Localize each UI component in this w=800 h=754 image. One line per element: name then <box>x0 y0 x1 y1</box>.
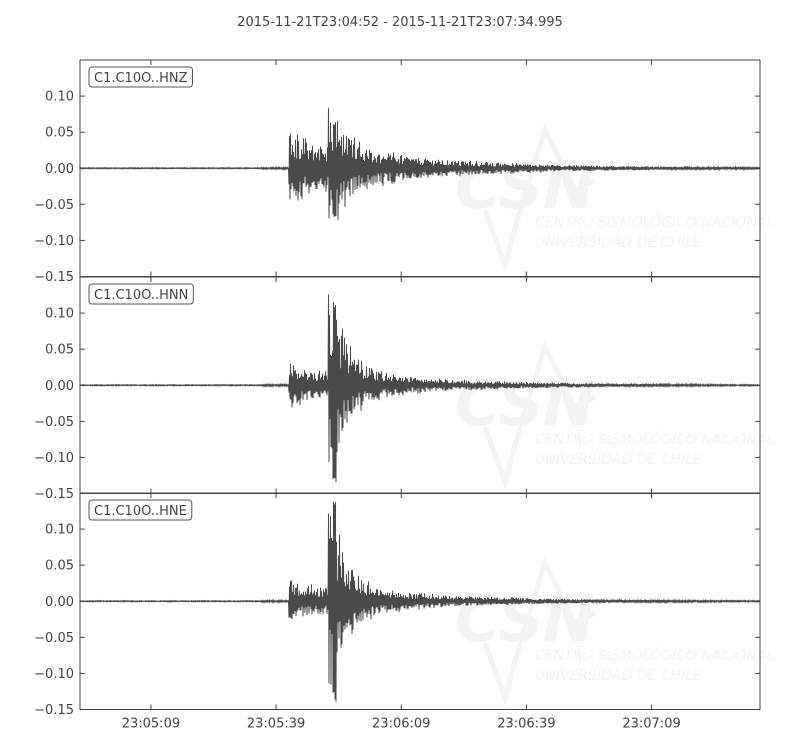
x-tick-label: 23:07:09 <box>622 717 680 732</box>
watermark-line1: CENTRO SISMOLÓGICO NACIONAL <box>535 213 774 231</box>
y-tick-label: 0.05 <box>45 343 74 358</box>
y-tick-label: −0.10 <box>34 667 74 682</box>
x-tick-label: 23:05:39 <box>247 717 305 732</box>
x-tick-label: 23:06:09 <box>372 717 430 732</box>
y-tick-label: 0.05 <box>45 126 74 141</box>
chart-title: 2015-11-21T23:04:52 - 2015-11-21T23:07:3… <box>237 15 563 30</box>
trace-label: C1.C10O..HNE <box>88 499 193 521</box>
y-tick-label: 0.05 <box>45 559 74 574</box>
trace-label: C1.C10O..HNZ <box>88 66 193 88</box>
trace-label: C1.C10O..HNN <box>88 283 194 305</box>
waveform-trace <box>79 108 761 220</box>
watermark-line2: UNIVERSIDAD DE CHILE <box>535 235 702 251</box>
y-tick-label: −0.10 <box>34 234 74 249</box>
x-tick-label: 23:06:39 <box>497 717 555 732</box>
y-tick-label: 0.00 <box>45 595 74 610</box>
trace-label-box <box>88 66 193 88</box>
trace-label-text: C1.C10O..HNZ <box>94 71 188 86</box>
trace-label-text: C1.C10O..HNN <box>94 288 188 303</box>
waveform-trace <box>79 501 761 702</box>
watermark-line2: UNIVERSIDAD DE CHILE <box>535 668 702 684</box>
y-tick-label: −0.05 <box>34 415 74 430</box>
watermark-line1: CENTRO SISMOLÓGICO NACIONAL <box>535 430 774 448</box>
trace-label-text: C1.C10O..HNE <box>94 504 187 519</box>
y-tick-label: −0.15 <box>34 270 74 285</box>
trace-label-box <box>88 499 193 521</box>
x-tick-label: 23:05:09 <box>122 717 180 732</box>
y-tick-label: 0.10 <box>45 523 74 538</box>
y-tick-label: 0.00 <box>45 162 74 177</box>
y-tick-label: −0.15 <box>34 487 74 502</box>
watermark-line1: CENTRO SISMOLÓGICO NACIONAL <box>535 646 774 664</box>
y-tick-label: 0.00 <box>45 379 74 394</box>
watermark-line2: UNIVERSIDAD DE CHILE <box>535 452 702 468</box>
y-tick-label: −0.10 <box>34 451 74 466</box>
y-tick-label: 0.10 <box>45 90 74 105</box>
trace-label-box <box>88 283 194 305</box>
y-tick-label: −0.05 <box>34 631 74 646</box>
waveform-trace <box>79 294 761 483</box>
y-tick-label: −0.05 <box>34 198 74 213</box>
y-tick-label: 0.10 <box>45 307 74 322</box>
y-tick-label: −0.15 <box>34 703 74 718</box>
